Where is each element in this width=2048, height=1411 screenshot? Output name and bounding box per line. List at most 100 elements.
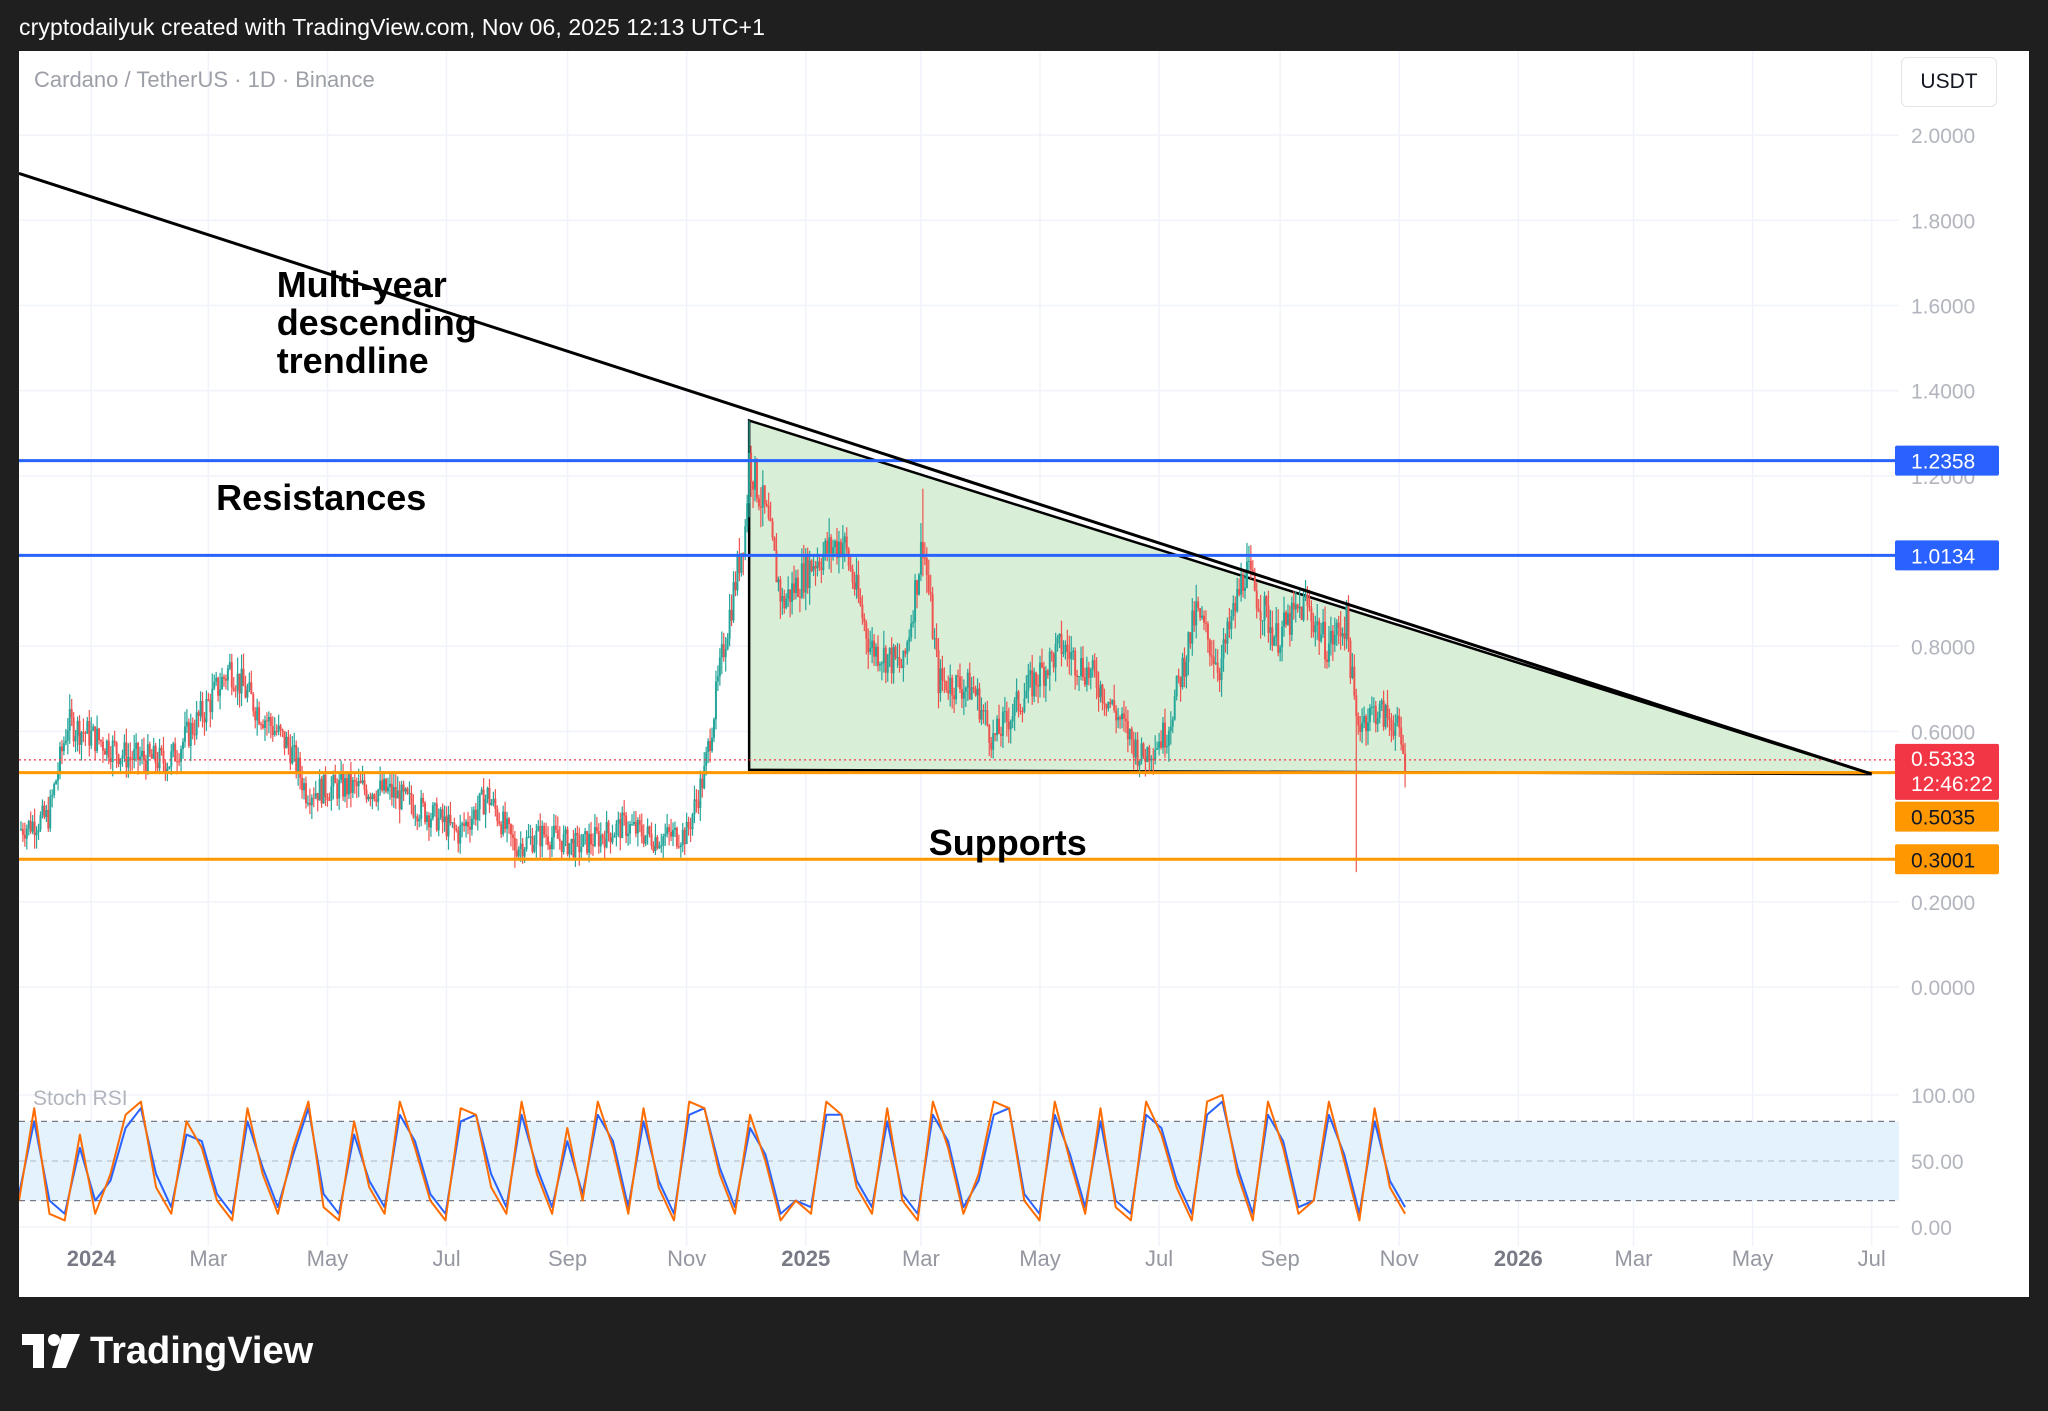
candle-body	[228, 662, 231, 669]
candle-body	[25, 828, 28, 839]
candle-body	[260, 723, 263, 725]
candle-body	[638, 819, 641, 825]
candle-body	[453, 822, 456, 829]
candle-body	[1398, 715, 1401, 728]
candle-body	[1396, 715, 1399, 723]
candle-body	[925, 558, 928, 576]
candle-body	[185, 721, 188, 727]
candle-body	[60, 746, 63, 752]
candle-body	[416, 816, 419, 822]
candle-body	[660, 845, 663, 847]
candle-body	[265, 720, 268, 722]
candle-body	[508, 818, 511, 825]
candle-body	[191, 723, 194, 735]
candle-body	[513, 837, 516, 851]
candle-body	[904, 650, 907, 654]
candle-body	[1341, 633, 1344, 637]
candle-body	[994, 733, 997, 736]
candle-body	[1368, 707, 1371, 723]
candle-body	[668, 827, 671, 832]
candle-body	[796, 577, 799, 597]
candle-body	[1337, 622, 1340, 629]
candle-body	[681, 829, 684, 846]
candle-body	[347, 774, 350, 795]
candle-body	[679, 845, 682, 848]
candle-body	[306, 802, 309, 804]
price-level-label-bg	[1895, 801, 1999, 832]
candle-body	[236, 673, 239, 691]
candle-body	[1316, 621, 1319, 626]
candle-body	[490, 803, 493, 806]
annotation-text: trendline	[277, 340, 429, 381]
candle-body	[506, 818, 509, 829]
candle-body	[1033, 672, 1036, 697]
candle-body	[1226, 621, 1229, 644]
candle-body	[174, 743, 177, 762]
candle-body	[545, 834, 548, 837]
candle-body	[646, 826, 649, 836]
candle-body	[767, 505, 770, 519]
candle-body	[537, 825, 540, 831]
candle-body	[240, 668, 243, 694]
candle-body	[584, 831, 587, 835]
candle-body	[1169, 726, 1172, 732]
candle-body	[1167, 731, 1170, 747]
candle-body	[590, 833, 593, 845]
candle-body	[488, 787, 491, 806]
candle-body	[1195, 601, 1198, 626]
candle-body	[746, 503, 749, 527]
chart-frame[interactable]: Multi-year descending trendline Resistances…	[19, 51, 2029, 1297]
candle-body	[373, 794, 376, 800]
candle-body	[394, 787, 397, 799]
currency-button[interactable]: USDT	[1901, 57, 1997, 107]
candle-body	[654, 837, 657, 852]
candle-body	[449, 814, 452, 824]
candle-body	[35, 832, 38, 836]
candle-body	[1201, 615, 1204, 618]
candle-body	[535, 830, 538, 845]
candle-body	[1245, 561, 1248, 588]
candle-body	[781, 596, 784, 602]
candle-body	[1068, 651, 1071, 660]
price-axis-label: 2.0000	[1911, 125, 1975, 148]
price-level-label-bg	[1895, 540, 1999, 571]
annotation-text: Multi-year	[277, 264, 447, 305]
candle-body	[689, 827, 692, 830]
candle-body	[1144, 756, 1147, 763]
stoch-axis-label: 50.00	[1911, 1151, 1964, 1174]
candle-body	[336, 783, 339, 799]
descending-trendline[interactable]	[19, 171, 1873, 776]
candle-body	[1224, 639, 1227, 644]
candle-body	[656, 837, 659, 849]
candle-body	[566, 829, 569, 855]
candle-body	[139, 756, 142, 760]
candle-body	[671, 829, 674, 837]
candle-body	[215, 677, 218, 682]
candle-body	[1154, 749, 1157, 760]
candle-body	[37, 829, 40, 833]
candle-body	[839, 541, 842, 556]
candle-body	[627, 833, 630, 836]
candle-body	[304, 783, 307, 804]
candle-body	[246, 689, 249, 698]
candle-body	[1206, 623, 1209, 640]
candle-body	[873, 640, 876, 657]
tradingview-brand[interactable]: TradingView	[22, 1330, 313, 1373]
candle-body	[181, 741, 184, 750]
candle-body	[400, 784, 403, 810]
candle-body	[1048, 651, 1051, 676]
candle-body	[900, 665, 903, 669]
candle-body	[74, 736, 77, 742]
candle-body	[496, 808, 499, 822]
candle-body	[426, 815, 429, 823]
candle-body	[574, 832, 577, 858]
candle-body	[369, 796, 372, 800]
candle-body	[492, 798, 495, 804]
candle-body	[824, 540, 827, 554]
candle-body	[344, 778, 347, 797]
candle-body	[943, 680, 946, 682]
candle-body	[388, 783, 391, 788]
candle-body	[917, 574, 920, 595]
candle-body	[734, 582, 737, 591]
